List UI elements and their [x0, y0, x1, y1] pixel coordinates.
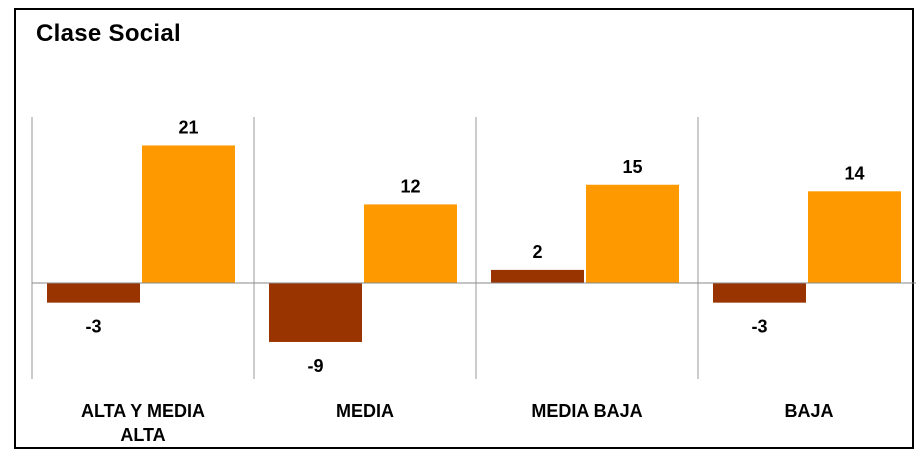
value-label: -3: [85, 317, 101, 337]
category-separators: [31, 117, 699, 379]
category-labels: ALTA Y MEDIA ALTA MEDIA MEDIA BAJA BAJA: [81, 401, 834, 445]
value-label: 14: [844, 163, 864, 183]
bars-layer: [47, 145, 901, 342]
value-label: 12: [400, 176, 420, 196]
category-label: BAJA: [784, 401, 833, 421]
bar-series2-1: [142, 145, 235, 283]
value-label: -3: [751, 317, 767, 337]
bar-series2-3: [586, 184, 679, 283]
value-label: 15: [622, 157, 642, 177]
bar-series1-1: [47, 283, 140, 303]
chart-title: Clase Social: [36, 20, 182, 47]
bar-series1-3: [491, 269, 584, 283]
category-label: ALTA Y MEDIA ALTA: [81, 401, 205, 445]
category-label: MEDIA: [336, 401, 394, 421]
category-label: MEDIA BAJA: [531, 401, 642, 421]
value-label: 21: [178, 117, 198, 137]
value-label: 2: [532, 242, 542, 262]
bar-series2-4: [808, 191, 901, 283]
bar-series2-2: [364, 204, 457, 283]
bar-series1-2: [269, 283, 362, 342]
value-labels: -3 -9 2 -3 21 12 15 14: [85, 117, 864, 376]
bar-series1-4: [713, 283, 806, 303]
value-label: -9: [307, 356, 323, 376]
